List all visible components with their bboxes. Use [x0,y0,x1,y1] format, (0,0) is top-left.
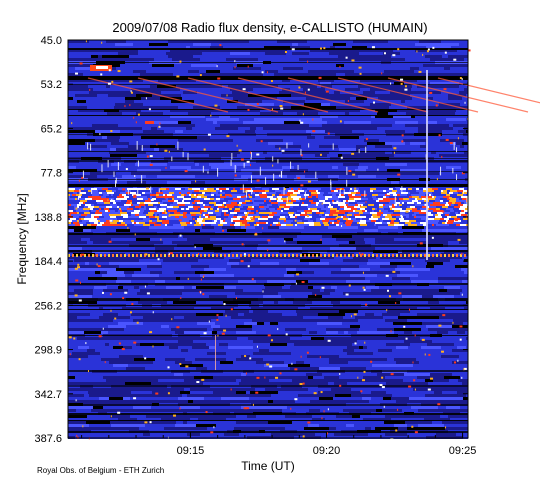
y-tick-label: 53.2 [41,79,62,91]
x-tick-label: 09:25 [449,445,477,457]
y-tick-label: 256.2 [34,300,62,312]
y-tick-label: 342.7 [34,389,62,401]
spectrogram-field [68,40,540,440]
credit-text: Royal Obs. of Belgium - ETH Zurich [37,466,165,475]
y-tick-label: 298.9 [34,345,62,357]
y-tick-label: 65.2 [41,123,62,135]
x-tick-label: 09:20 [313,445,341,457]
y-axis-label: Frequency [MHz] [15,193,29,284]
y-tick-label: 184.4 [34,256,62,268]
y-tick-label: 77.8 [41,168,62,180]
y-tick-label: 387.6 [34,433,62,445]
x-tick-label: 09:15 [177,445,205,457]
y-tick-label: 138.8 [34,212,62,224]
y-tick-label: 45.0 [41,35,62,47]
chart-title: 2009/07/08 Radio flux density, e-CALLIST… [112,20,428,35]
x-axis-label: Time (UT) [241,459,295,473]
